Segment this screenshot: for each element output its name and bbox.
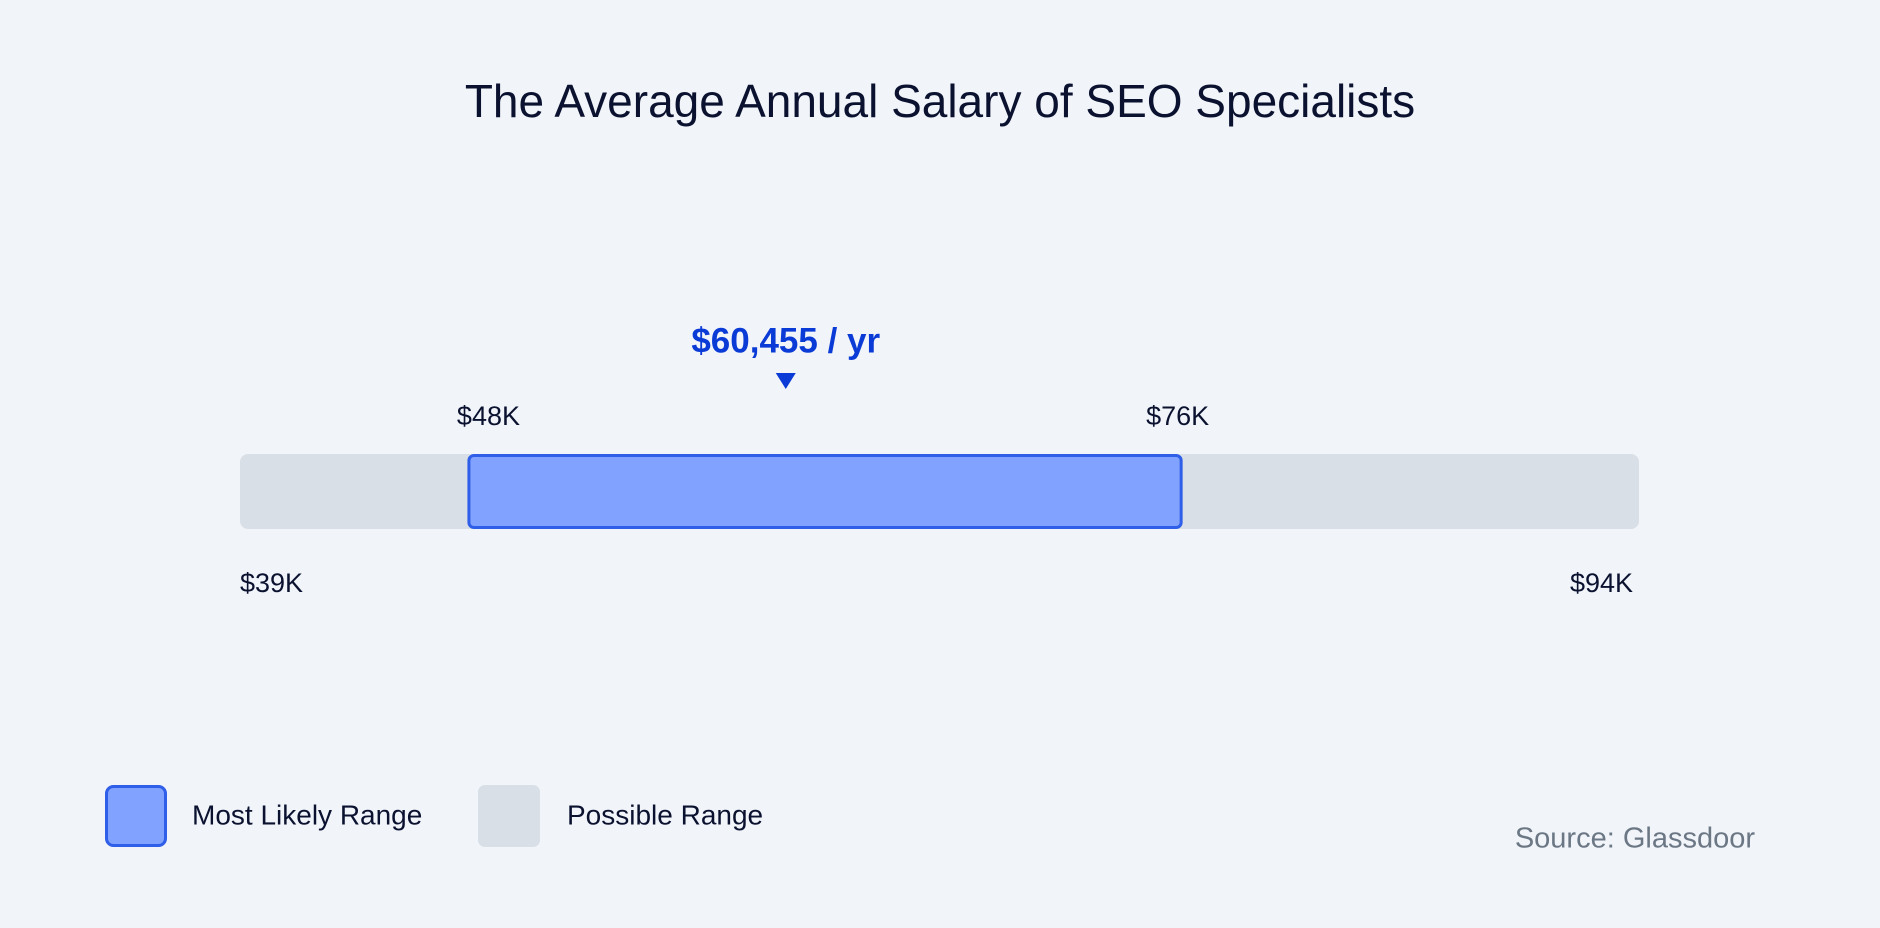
legend-label: Most Likely Range <box>192 799 422 830</box>
average-label: $60,455 / yr <box>691 321 880 360</box>
average-marker <box>775 373 796 389</box>
legend-swatch <box>478 785 540 847</box>
likely-range-bar <box>467 454 1183 529</box>
legend-swatch <box>105 785 167 847</box>
likely-range-high-label: $76K <box>1146 401 1209 431</box>
likely-range-low-label: $48K <box>457 401 520 431</box>
possible-range-low-label: $39K <box>240 568 303 598</box>
possible-range-high-label: $94K <box>1570 568 1633 598</box>
legend-label: Possible Range <box>567 799 763 830</box>
source: Source: Glassdoor <box>1515 823 1756 855</box>
chart-title: The Average Annual Salary of SEO Special… <box>465 75 1415 127</box>
